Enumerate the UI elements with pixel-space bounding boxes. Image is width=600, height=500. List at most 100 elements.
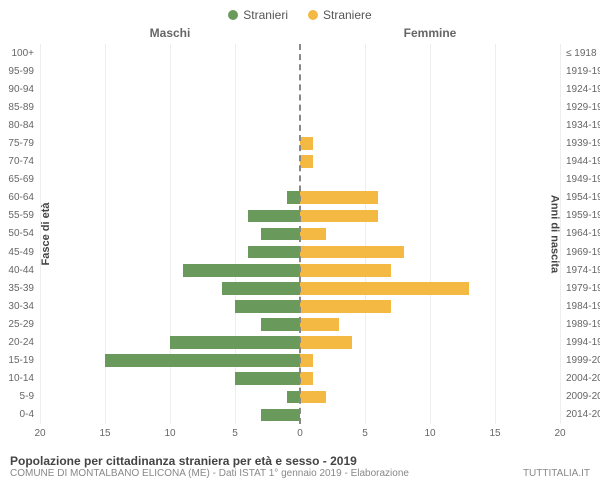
female-half xyxy=(300,334,560,352)
x-tick: 20 xyxy=(554,428,565,439)
birth-label: 1969-1973 xyxy=(566,247,600,258)
footer-title: Popolazione per cittadinanza straniera p… xyxy=(10,454,590,468)
female-bar xyxy=(300,372,313,385)
female-half xyxy=(300,406,560,424)
male-half xyxy=(40,352,300,370)
chart-footer: Popolazione per cittadinanza straniera p… xyxy=(0,448,600,479)
male-bar xyxy=(105,354,300,367)
female-half xyxy=(300,297,560,315)
male-half xyxy=(40,243,300,261)
birth-label: 1929-1933 xyxy=(566,102,600,113)
male-half xyxy=(40,225,300,243)
x-tick: 10 xyxy=(164,428,175,439)
age-label: 45-49 xyxy=(8,247,34,258)
birth-label: 1939-1943 xyxy=(566,138,600,149)
male-half xyxy=(40,153,300,171)
female-half xyxy=(300,352,560,370)
birth-label: 1994-1998 xyxy=(566,337,600,348)
header-female: Femmine xyxy=(300,26,560,40)
male-bar xyxy=(261,318,300,331)
male-half xyxy=(40,80,300,98)
legend-swatch xyxy=(228,10,238,20)
legend-label: Straniere xyxy=(323,8,372,22)
age-label: 85-89 xyxy=(8,102,34,113)
female-half xyxy=(300,116,560,134)
x-tick: 15 xyxy=(489,428,500,439)
female-half xyxy=(300,44,560,62)
female-half xyxy=(300,370,560,388)
y-axis-right-label: Anni di nascita xyxy=(548,195,560,273)
x-tick: 10 xyxy=(424,428,435,439)
male-half xyxy=(40,388,300,406)
male-half xyxy=(40,189,300,207)
female-half xyxy=(300,279,560,297)
male-half xyxy=(40,171,300,189)
male-bar xyxy=(222,282,300,295)
birth-label: 1964-1968 xyxy=(566,228,600,239)
female-bar xyxy=(300,191,378,204)
birth-label: 1934-1938 xyxy=(566,120,600,131)
header-male: Maschi xyxy=(40,26,300,40)
female-half xyxy=(300,189,560,207)
legend-item: Straniere xyxy=(308,8,372,22)
age-label: 100+ xyxy=(11,48,34,59)
age-label: 5-9 xyxy=(20,391,34,402)
male-bar xyxy=(248,246,300,259)
female-bar xyxy=(300,300,391,313)
male-bar xyxy=(261,409,300,422)
birth-label: 1999-2003 xyxy=(566,355,600,366)
female-bar xyxy=(300,246,404,259)
x-tick: 15 xyxy=(99,428,110,439)
birth-label: 2004-2008 xyxy=(566,373,600,384)
birth-label: ≤ 1918 xyxy=(566,48,597,59)
x-tick: 5 xyxy=(232,428,238,439)
male-bar xyxy=(235,300,300,313)
age-label: 70-74 xyxy=(8,156,34,167)
female-half xyxy=(300,388,560,406)
birth-label: 1954-1958 xyxy=(566,192,600,203)
female-half xyxy=(300,243,560,261)
age-label: 65-69 xyxy=(8,174,34,185)
male-bar xyxy=(261,228,300,241)
female-bar xyxy=(300,318,339,331)
male-bar xyxy=(170,336,300,349)
x-axis-left: 20151050 xyxy=(40,424,300,448)
female-half xyxy=(300,153,560,171)
birth-label: 1984-1988 xyxy=(566,301,600,312)
female-bar xyxy=(300,264,391,277)
x-axis-right: 5101520 xyxy=(300,424,560,448)
birth-label: 1979-1983 xyxy=(566,283,600,294)
footer-subtitle-left: COMUNE DI MONTALBANO ELICONA (ME) - Dati… xyxy=(10,468,409,479)
birth-label: 1989-1993 xyxy=(566,319,600,330)
male-half xyxy=(40,134,300,152)
male-half xyxy=(40,297,300,315)
female-bar xyxy=(300,282,469,295)
x-axis: 20151050 5101520 xyxy=(40,424,560,448)
age-label: 25-29 xyxy=(8,319,34,330)
legend: StranieriStraniere xyxy=(0,0,600,26)
y-axis-left-label: Fasce di età xyxy=(40,203,52,266)
male-half xyxy=(40,279,300,297)
birth-label: 2014-2018 xyxy=(566,409,600,420)
female-bar xyxy=(300,354,313,367)
female-half xyxy=(300,134,560,152)
male-half xyxy=(40,334,300,352)
female-half xyxy=(300,225,560,243)
age-label: 0-4 xyxy=(20,409,34,420)
age-label: 30-34 xyxy=(8,301,34,312)
age-label: 55-59 xyxy=(8,210,34,221)
male-half xyxy=(40,261,300,279)
birth-label: 1949-1953 xyxy=(566,174,600,185)
birth-label: 1974-1978 xyxy=(566,265,600,276)
age-label: 95-99 xyxy=(8,66,34,77)
birth-label: 1924-1928 xyxy=(566,84,600,95)
birth-label: 2009-2013 xyxy=(566,391,600,402)
male-half xyxy=(40,62,300,80)
center-axis xyxy=(299,44,301,424)
age-label: 35-39 xyxy=(8,283,34,294)
age-label: 60-64 xyxy=(8,192,34,203)
age-label: 15-19 xyxy=(8,355,34,366)
male-bar xyxy=(235,372,300,385)
age-label: 50-54 xyxy=(8,228,34,239)
female-half xyxy=(300,98,560,116)
